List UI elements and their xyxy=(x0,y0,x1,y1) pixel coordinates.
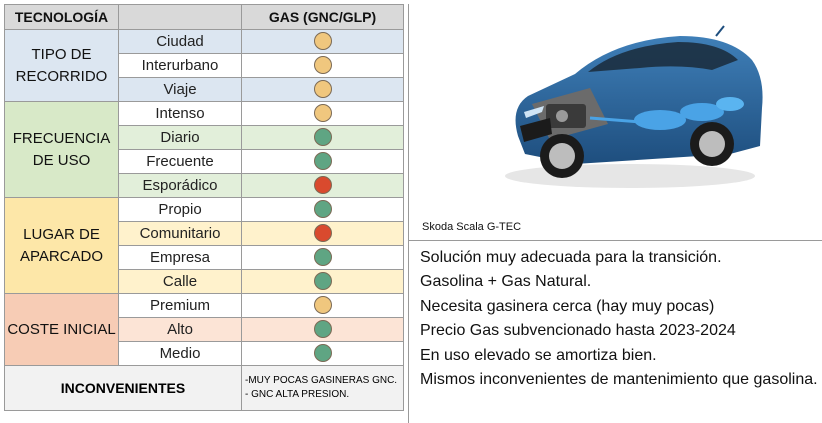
rating-cell xyxy=(241,125,404,150)
table-row: Medio xyxy=(5,341,404,366)
footer-notes: -MUY POCAS GASINERAS GNC. - GNC ALTA PRE… xyxy=(241,365,404,411)
rating-cell xyxy=(241,149,404,174)
rating-dot xyxy=(313,320,332,339)
row-label: Comunitario xyxy=(118,221,242,246)
description-line: En uso elevado se amortiza bien. xyxy=(420,346,657,364)
row-label: Ciudad xyxy=(118,29,242,54)
group-lugar-de-aparcado: LUGAR DE APARCADO Propio Comunitario Emp… xyxy=(4,197,404,294)
group-inconvenientes: INCONVENIENTES -MUY POCAS GASINERAS GNC.… xyxy=(4,365,404,411)
footer-note: -MUY POCAS GASINERAS GNC. xyxy=(245,375,398,386)
row-label: Alto xyxy=(118,317,242,342)
description-line: Solución muy adecuada para la transición… xyxy=(420,249,722,266)
table-row: Esporádico xyxy=(5,173,404,198)
table-row: Frecuente xyxy=(5,149,404,174)
rating-dot xyxy=(313,248,332,267)
rating-cell xyxy=(241,341,404,366)
row-label: Calle xyxy=(118,269,242,294)
row-label: Viaje xyxy=(118,77,242,102)
rating-cell xyxy=(241,173,404,198)
table-row: Diario xyxy=(5,125,404,150)
rating-dot xyxy=(313,104,332,123)
group-tipo-de-recorrido: TIPO DE RECORRIDO Ciudad Interurbano Via… xyxy=(4,29,404,102)
header-subcategory-blank xyxy=(118,4,242,30)
rating-dot xyxy=(313,224,332,243)
description-line: Precio Gas subvencionado hasta 2023-2024 xyxy=(420,322,736,340)
footer-note: - GNC ALTA PRESION. xyxy=(245,389,350,400)
rating-dot xyxy=(313,32,332,51)
group-frecuencia-de-uso: FRECUENCIA DE USO Intenso Diario Frecuen… xyxy=(4,101,404,198)
rating-cell xyxy=(241,293,404,318)
rating-dot xyxy=(313,200,332,219)
row-label: Esporádico xyxy=(118,173,242,198)
header-technology: TECNOLOGÍA xyxy=(4,4,119,30)
rating-dot xyxy=(313,296,332,315)
row-label: Medio xyxy=(118,341,242,366)
description-line: Necesita gasinera cerca (hay muy pocas) xyxy=(420,297,715,315)
rating-cell xyxy=(241,101,404,126)
footer-label: INCONVENIENTES xyxy=(4,365,242,411)
description-line: Mismos inconvenientes de mantenimiento q… xyxy=(420,371,818,389)
rating-cell xyxy=(241,221,404,246)
rating-cell xyxy=(241,29,404,54)
header-gas: GAS (GNC/GLP) xyxy=(241,4,404,30)
column-divider xyxy=(408,4,409,423)
table-row: Viaje xyxy=(5,77,404,102)
car-cutaway-image xyxy=(480,8,780,194)
row-label: Interurbano xyxy=(118,53,242,78)
image-caption: Skoda Scala G-TEC xyxy=(422,221,522,233)
rating-cell xyxy=(241,269,404,294)
rating-cell xyxy=(241,77,404,102)
row-label: Diario xyxy=(118,125,242,150)
row-label: Intenso xyxy=(118,101,242,126)
row-label: Empresa xyxy=(118,245,242,270)
row-label: Frecuente xyxy=(118,149,242,174)
category-label: TIPO DE RECORRIDO xyxy=(4,29,119,102)
row-label: Premium xyxy=(118,293,242,318)
table-row: Alto xyxy=(5,317,404,342)
rating-cell xyxy=(241,245,404,270)
description-line: Gasolina + Gas Natural. xyxy=(420,273,592,291)
group-coste-inicial: COSTE INICIAL Premium Alto Medio xyxy=(4,293,404,366)
table-row: Comunitario xyxy=(5,221,404,246)
right-panel: Skoda Scala G-TEC Solución muy adecuada … xyxy=(408,0,822,423)
table-row: COSTE INICIAL Premium xyxy=(4,293,404,366)
section-divider xyxy=(408,240,822,241)
table-row: LUGAR DE APARCADO Propio xyxy=(4,197,404,294)
car-icon xyxy=(505,25,763,188)
rating-dot xyxy=(313,128,332,147)
rating-dot xyxy=(313,80,332,99)
category-label: FRECUENCIA DE USO xyxy=(4,101,119,198)
rating-dot xyxy=(313,272,332,291)
description-list: Solución muy adecuada para la transición… xyxy=(420,246,820,392)
rating-cell xyxy=(241,53,404,78)
rating-dot xyxy=(313,176,332,195)
rating-cell xyxy=(241,317,404,342)
rating-cell xyxy=(241,197,404,222)
table-row: Interurbano xyxy=(5,53,404,78)
comparison-table: TECNOLOGÍA GAS (GNC/GLP) TIPO DE RECORRI… xyxy=(4,4,404,411)
rating-dot xyxy=(313,56,332,75)
table-row: TIPO DE RECORRIDO Ciudad xyxy=(4,29,404,102)
table-row: Calle xyxy=(5,269,404,294)
table-row-footer: INCONVENIENTES -MUY POCAS GASINERAS GNC.… xyxy=(4,365,404,411)
category-label: COSTE INICIAL xyxy=(4,293,119,366)
rating-dot xyxy=(313,152,332,171)
table-row: FRECUENCIA DE USO Intenso xyxy=(4,101,404,198)
row-label: Propio xyxy=(118,197,242,222)
category-label: LUGAR DE APARCADO xyxy=(4,197,119,294)
rating-dot xyxy=(313,344,332,363)
table-row: Empresa xyxy=(5,245,404,270)
